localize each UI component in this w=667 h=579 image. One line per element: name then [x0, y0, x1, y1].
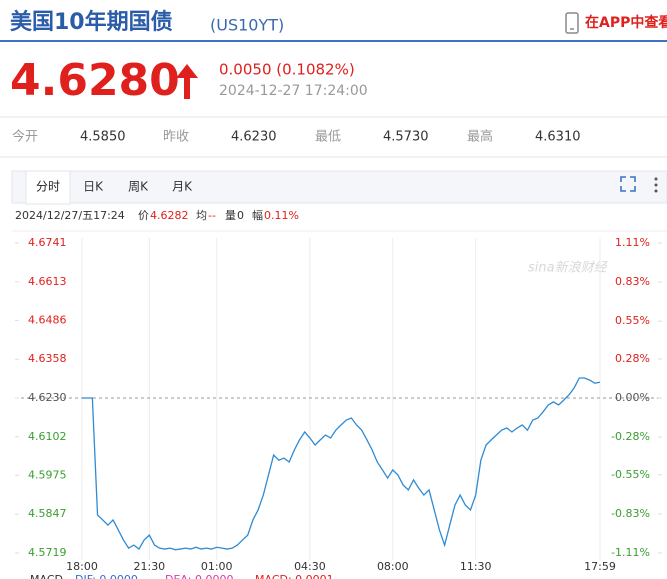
- up-arrow: [176, 64, 198, 99]
- tab[interactable]: 月K: [172, 180, 193, 194]
- stat-label: 今开: [12, 129, 38, 145]
- change: 0.0050 (0.1082%): [219, 61, 355, 79]
- x-tick-label: 08:00: [377, 560, 409, 573]
- x-tick-label: 01:00: [201, 560, 233, 573]
- stats-row: 今开 4.5850 昨收 4.6230 最低 4.5730 最高 4.6310: [12, 129, 581, 145]
- title: 美国10年期国债: [10, 9, 173, 35]
- more-dot[interactable]: [654, 189, 658, 193]
- info-label: 价: [138, 209, 149, 222]
- stat-value: 4.5850: [80, 130, 126, 145]
- y2-tick-label: 0.28%: [615, 352, 650, 365]
- stat-label: 最高: [467, 129, 493, 145]
- fullscreen-button[interactable]: [620, 176, 636, 192]
- x-tick-label: 11:30: [460, 560, 492, 573]
- x-tick-label: 21:30: [133, 560, 165, 573]
- tab[interactable]: 日K: [83, 180, 104, 194]
- tab[interactable]: 周K: [128, 180, 149, 194]
- info-line: 2024/12/27/五17:24 价 4.6282 均 -- 量 0 幅 0.11%: [15, 209, 299, 222]
- info-value: --: [208, 209, 216, 222]
- y2-tick-label: -0.83%: [611, 507, 650, 520]
- y2-tick-label: 1.11%: [615, 236, 650, 249]
- y2-tick-label: 0.00%: [615, 391, 650, 404]
- y-tick-label: 4.5847: [28, 507, 67, 520]
- x-tick-label: 17:59: [584, 560, 616, 573]
- info-value: 0.11%: [264, 209, 299, 222]
- x-tick-label: 04:30: [294, 560, 326, 573]
- macd-item: DIF: 0.0000: [75, 573, 138, 579]
- y2-tick-label: 0.83%: [615, 275, 650, 288]
- x-tick-label: 18:00: [66, 560, 98, 573]
- stat-label: 昨收: [163, 130, 189, 145]
- y-tick-label: 4.6102: [28, 430, 67, 443]
- phone-icon: [565, 12, 579, 34]
- stat-value: 4.5730: [383, 130, 429, 145]
- y-tick-label: 4.6230: [28, 391, 67, 404]
- y-tick-label: 4.6741: [28, 236, 67, 249]
- info-value: 0: [237, 209, 244, 222]
- header-rule: [0, 40, 667, 42]
- y-tick-label: 4.6358: [28, 352, 67, 365]
- stat-value: 4.6310: [535, 130, 581, 145]
- quote-time: 2024-12-27 17:24:00: [219, 83, 368, 99]
- chart: 18:00 21:30 01:00 04:30 08:00 11:30 17:59 4.674…: [15, 236, 662, 573]
- app-link[interactable]: 在APP中查看: [565, 12, 667, 34]
- macd-line: MACD DIF: 0.0000 DEA: 0.0000 MACD: 0.0001: [30, 573, 334, 579]
- more-dot[interactable]: [654, 177, 658, 181]
- code: (US10YT): [210, 16, 284, 35]
- price: 4.6280: [10, 55, 180, 106]
- app-link-text[interactable]: 在APP中查看: [585, 14, 667, 31]
- info-label: 均: [196, 209, 207, 222]
- price-line: [82, 377, 601, 551]
- tab-bar: [11, 170, 667, 204]
- more-button[interactable]: [654, 177, 658, 193]
- y2-tick-label: -0.28%: [611, 430, 650, 443]
- tab-active-bg: [25, 170, 71, 205]
- watermark: sina新浪财经: [528, 260, 609, 276]
- more-dot[interactable]: [654, 183, 658, 187]
- fullscreen-icon[interactable]: [620, 176, 636, 192]
- y-tick-label: 4.5719: [28, 546, 67, 559]
- info-label: 量: [225, 209, 236, 222]
- y2-tick-label: -1.11%: [611, 546, 650, 559]
- stat-value: 4.6230: [231, 130, 277, 145]
- y2-tick-label: 0.55%: [615, 314, 650, 327]
- y-tick-label: 4.6613: [28, 275, 67, 288]
- info-label: 幅: [252, 209, 263, 222]
- macd-item: DEA: 0.0000: [165, 573, 233, 579]
- info-date: 2024/12/27/五17:24: [15, 209, 125, 222]
- y-tick-label: 4.5975: [28, 468, 67, 481]
- stat-label: 最低: [315, 130, 341, 145]
- macd-title: MACD: [30, 573, 63, 579]
- tab[interactable]: 分时: [36, 180, 60, 194]
- macd-item: MACD: 0.0001: [255, 573, 334, 579]
- y2-tick-label: -0.55%: [611, 468, 650, 481]
- y-tick-label: 4.6486: [28, 313, 67, 326]
- info-value: 4.6282: [150, 209, 189, 222]
- tabs: 分时 日K 周K 月K: [36, 180, 193, 194]
